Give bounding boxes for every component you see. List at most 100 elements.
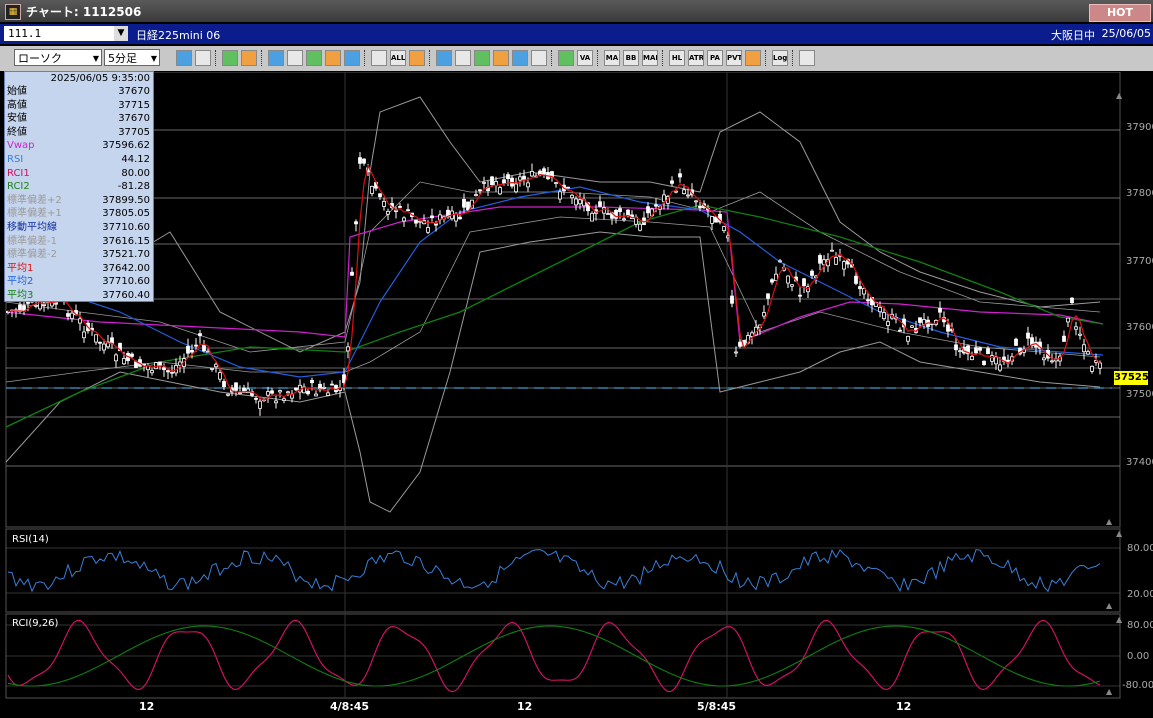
candle-body <box>266 391 270 396</box>
interval-select[interactable]: 5分足 ▼ <box>104 49 160 66</box>
toolbar-pvt-button[interactable]: PVT <box>726 50 742 66</box>
candle-body <box>898 329 902 332</box>
info-row-value: 37710.60 <box>102 221 150 233</box>
candle-body <box>842 261 846 270</box>
color-icon[interactable]: color-icon <box>558 50 574 66</box>
candle-body <box>414 219 418 224</box>
interval-value: 5分足 <box>108 52 137 65</box>
price-label: 37900 <box>1126 122 1153 133</box>
candle-body <box>194 344 198 347</box>
info-row-value: 37670 <box>118 86 150 97</box>
toolbar-all-button[interactable]: ALL <box>390 50 406 66</box>
info-row: 標準偏差-2 37521.70 <box>5 248 153 262</box>
toolbar-atr-button[interactable]: ATR <box>688 50 704 66</box>
candle-body <box>506 174 510 180</box>
line-toggle-icon[interactable]: line-toggle-icon <box>371 50 387 66</box>
zoom-icon[interactable]: zoom-icon <box>176 50 192 66</box>
session-label: 大阪日中 <box>1051 29 1095 42</box>
toolbar-pa-button[interactable]: PA <box>707 50 723 66</box>
instrument-bar: 111.1 ▼ 日経225mini 06 大阪日中 25/06/05 <box>0 24 1153 44</box>
candle-body <box>178 361 182 366</box>
rci2-line <box>7 625 1101 687</box>
candle-body <box>646 206 650 214</box>
chart-type-select[interactable]: ローソク ▼ <box>14 49 102 66</box>
bollinger-lower1 <box>5 216 1101 383</box>
info-row-label: 安値 <box>7 113 27 125</box>
info-row: 標準偏差+2 37899.50 <box>5 194 153 208</box>
chart-area[interactable]: ▲ ▲ ▲ ▲ ▲ ▲ <box>0 71 1153 715</box>
candle-body <box>98 341 102 344</box>
candle-body <box>622 218 626 221</box>
window-title: チャート: 1112506 <box>26 5 142 19</box>
bollinger-upper2 <box>5 96 1101 353</box>
info-row-label: 標準偏差+1 <box>7 208 62 220</box>
candle-body <box>458 216 462 220</box>
crosshair-icon[interactable]: crosshair-icon <box>195 50 211 66</box>
scroll-arrow-icon: ▲ <box>1106 517 1113 526</box>
app-icon: ▦ <box>5 4 21 20</box>
x-label-1: 4/8:45 <box>330 700 370 713</box>
candle-body <box>466 201 470 211</box>
refresh-icon[interactable]: refresh-icon <box>287 50 303 66</box>
info-row-label: Vwap <box>7 140 35 152</box>
info-row-value: 37642.00 <box>102 262 150 274</box>
print-icon[interactable]: print-icon <box>409 50 425 66</box>
toolbar-separator <box>792 50 795 66</box>
candle-body <box>454 213 458 222</box>
search-icon[interactable]: search-icon <box>436 50 452 66</box>
symbol-dropdown-button[interactable]: ▼ <box>114 26 128 41</box>
candle-body <box>778 260 782 263</box>
candle-body <box>114 354 118 362</box>
rci-label-80: 80.00 <box>1127 620 1153 631</box>
toolbar-va-button[interactable]: VA <box>577 50 593 66</box>
toolbar-hl-button[interactable]: HL <box>669 50 685 66</box>
info-row-label: 平均1 <box>7 262 34 274</box>
x-label-3: 5/8:45 <box>697 700 737 713</box>
candle-body <box>866 299 870 302</box>
candle-body <box>878 306 882 313</box>
info-row-value: 44.12 <box>121 153 150 165</box>
info-row-label: 高値 <box>7 99 27 111</box>
candle-body <box>750 332 754 337</box>
candle-body <box>342 374 346 384</box>
candle-body <box>1026 332 1030 339</box>
trash-icon[interactable]: trash-icon <box>325 50 341 66</box>
scroll-arrow-icon: ▲ <box>1116 615 1123 624</box>
toolbar-separator <box>429 50 432 66</box>
chart-canvas[interactable]: ▲▲▲▲▲▲ <box>0 71 1153 715</box>
cursor-icon[interactable]: cursor-icon <box>268 50 284 66</box>
candle-body <box>254 397 258 400</box>
pencil-icon[interactable]: pencil-icon <box>222 50 238 66</box>
document-icon[interactable]: document-icon <box>306 50 322 66</box>
candle-body <box>854 275 858 284</box>
info-row-value: -81.28 <box>117 181 150 193</box>
chevron-down-icon: ▼ <box>92 54 99 63</box>
candle-body <box>190 349 194 353</box>
toolbar-separator <box>662 50 665 66</box>
info-row-label: 平均2 <box>7 276 34 288</box>
chart-icon[interactable]: chart-icon <box>455 50 471 66</box>
candle-body <box>206 350 210 353</box>
info-row-label: 標準偏差-2 <box>7 249 57 261</box>
toolbar-ma-button[interactable]: MA <box>604 50 620 66</box>
gear-icon[interactable]: gear-icon <box>512 50 528 66</box>
ma1-line <box>7 164 1101 401</box>
symbol-input[interactable]: 111.1 <box>4 26 116 41</box>
grid-icon[interactable]: grid-icon <box>493 50 509 66</box>
tools-icon[interactable]: tools-icon <box>531 50 547 66</box>
candle-body <box>514 183 518 193</box>
candle-body <box>910 325 914 328</box>
ma3-line <box>5 204 1104 428</box>
arrow-icon[interactable]: arrow-icon <box>474 50 490 66</box>
hot-badge[interactable]: HOT <box>1089 4 1151 22</box>
candle-body <box>986 348 990 355</box>
candle-body <box>638 223 642 231</box>
toolbar-bb-button[interactable]: BB <box>623 50 639 66</box>
toolbar-mae-button[interactable]: MAE <box>642 50 658 66</box>
toolbar-log-button[interactable]: Log <box>772 50 788 66</box>
exit-icon[interactable]: exit-icon <box>799 50 815 66</box>
brush-icon[interactable]: brush-icon <box>241 50 257 66</box>
box-icon[interactable]: box-icon <box>745 50 761 66</box>
candle-body <box>330 383 334 386</box>
candle-toggle-icon[interactable]: candle-toggle-icon <box>344 50 360 66</box>
